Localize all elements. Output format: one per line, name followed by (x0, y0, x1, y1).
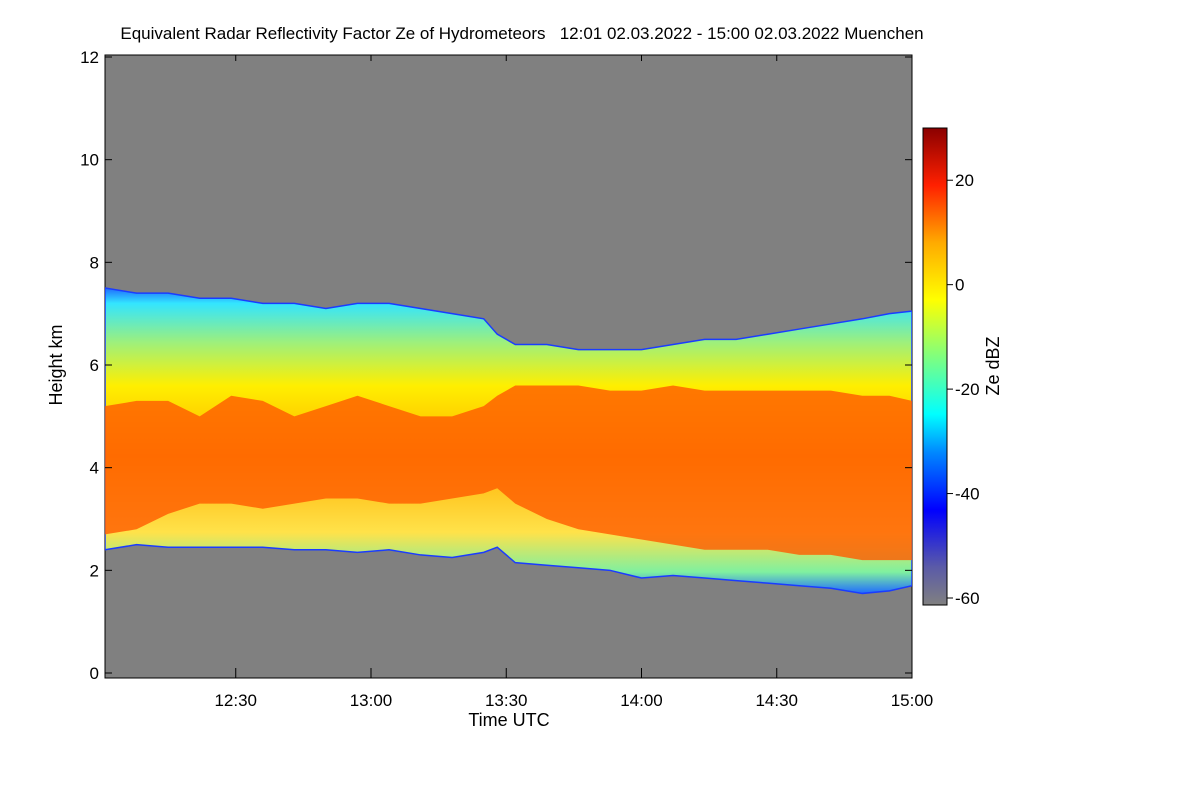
x-tick-label: 14:30 (755, 691, 798, 710)
colorbar-tick-label: -20 (955, 380, 980, 399)
y-tick-label: 4 (90, 459, 99, 478)
colorbar-tick-label: 0 (955, 276, 964, 295)
colorbar-tick-label: 20 (955, 171, 974, 190)
x-tick-label: 13:30 (485, 691, 528, 710)
y-tick-label: 10 (80, 151, 99, 170)
x-axis-ticks: 12:30 13:00 13:30 14:00 14:30 15:00 (214, 55, 933, 710)
cloud-core (105, 385, 912, 561)
y-tick-label: 0 (90, 664, 99, 683)
x-tick-label: 15:00 (891, 691, 934, 710)
y-tick-label: 12 (80, 48, 99, 67)
x-tick-label: 12:30 (214, 691, 257, 710)
colorbar-label: Ze dBZ (983, 336, 1003, 395)
y-tick-label: 2 (90, 561, 99, 580)
colorbar-gradient (922, 127, 948, 606)
colorbar: -60 -40 -20 0 20 Ze dBZ (922, 127, 1003, 608)
x-axis-label: Time UTC (468, 710, 549, 730)
plot-area: 12:30 13:00 13:30 14:00 14:30 15:00 0 2 4 6 8 10 12 (80, 48, 933, 710)
colorbar-tick-label: -40 (955, 485, 980, 504)
y-tick-label: 8 (90, 253, 99, 272)
y-axis-label: Height km (46, 324, 66, 405)
cloud-layer (105, 287, 912, 595)
x-tick-label: 14:00 (620, 691, 663, 710)
colorbar-ticks: -60 -40 -20 0 20 (947, 171, 980, 608)
chart-title: Equivalent Radar Reflectivity Factor Ze … (120, 24, 923, 43)
y-axis-ticks: 0 2 4 6 8 10 12 (80, 48, 912, 683)
y-tick-label: 6 (90, 356, 99, 375)
x-tick-label: 13:00 (350, 691, 393, 710)
colorbar-tick-label: -60 (955, 589, 980, 608)
